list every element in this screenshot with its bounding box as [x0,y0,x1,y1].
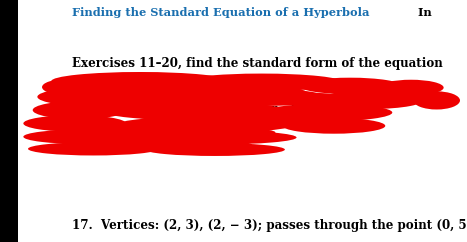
Ellipse shape [23,115,126,132]
Ellipse shape [58,100,269,115]
Ellipse shape [23,129,145,144]
Ellipse shape [79,124,276,137]
Ellipse shape [322,90,425,109]
Ellipse shape [413,91,460,109]
Ellipse shape [37,86,168,107]
Ellipse shape [51,72,229,90]
Ellipse shape [117,116,294,133]
Ellipse shape [140,91,374,106]
Ellipse shape [262,104,392,121]
Ellipse shape [103,102,290,120]
Text: Finding the Standard Equation of a Hyperbola: Finding the Standard Equation of a Hyper… [72,7,370,18]
Ellipse shape [180,74,343,91]
Text: Exercises 11–20, find the standard form of the equation: Exercises 11–20, find the standard form … [72,57,443,70]
Ellipse shape [378,80,444,95]
Ellipse shape [145,143,285,156]
Ellipse shape [49,80,306,97]
Text: of the hyperbola with the given characteristics.: of the hyperbola with the given characte… [72,103,388,116]
Ellipse shape [283,118,385,134]
Ellipse shape [135,111,332,126]
Ellipse shape [299,78,402,94]
Ellipse shape [42,79,89,95]
Ellipse shape [33,101,126,119]
Ellipse shape [28,142,159,155]
Ellipse shape [114,86,325,107]
Ellipse shape [133,130,297,144]
Text: In: In [410,7,432,18]
Text: 17.  Vertices: (2, 3), (2, − 3); passes through the point (0, 5): 17. Vertices: (2, 3), (2, − 3); passes t… [72,219,467,232]
FancyBboxPatch shape [0,0,18,242]
Ellipse shape [75,137,252,150]
